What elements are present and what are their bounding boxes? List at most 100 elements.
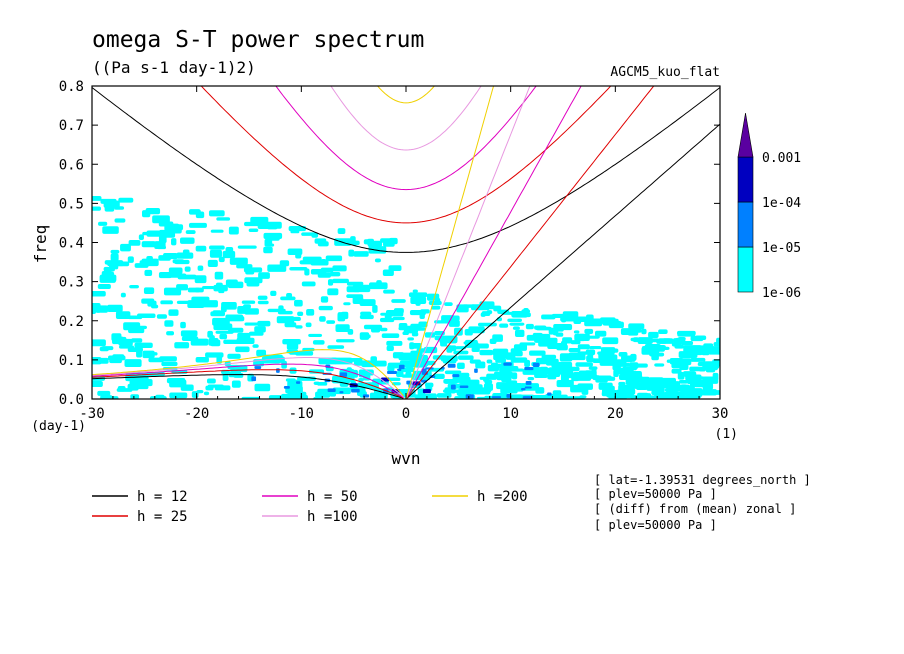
power-cell — [424, 382, 434, 388]
power-cell — [213, 323, 233, 331]
power-cell — [481, 311, 491, 317]
power-cell — [598, 351, 606, 360]
power-cell — [591, 368, 597, 376]
power-cell — [644, 343, 661, 352]
power-cell — [677, 337, 686, 341]
power-cell — [339, 376, 355, 382]
power-cell — [296, 381, 301, 384]
power-cell — [545, 361, 556, 366]
power-cell — [149, 396, 167, 399]
power-cell — [129, 380, 145, 386]
power-cell — [351, 388, 360, 393]
power-cell — [332, 265, 347, 272]
power-cell — [280, 296, 296, 301]
power-cell — [263, 221, 282, 229]
power-cell — [637, 337, 653, 345]
power-cell — [534, 336, 545, 343]
power-cell — [310, 268, 327, 275]
power-cell — [284, 322, 297, 328]
power-cell — [511, 372, 518, 380]
power-cell — [327, 345, 345, 349]
power-cell — [424, 332, 436, 338]
power-cell — [645, 395, 656, 399]
power-cell — [672, 391, 682, 395]
power-cell — [460, 372, 470, 378]
colorbar-box — [737, 201, 754, 248]
power-cell — [283, 316, 301, 322]
gravity-wave-line — [330, 86, 482, 151]
power-cell — [160, 300, 174, 305]
power-cell — [142, 375, 149, 383]
power-cell — [568, 348, 581, 353]
power-cell — [444, 370, 462, 375]
power-cell — [270, 290, 277, 296]
power-cell — [164, 320, 174, 327]
power-cell — [174, 259, 190, 265]
power-cell — [379, 327, 388, 332]
power-cell — [100, 198, 117, 204]
power-cell — [618, 373, 635, 381]
power-cell — [654, 363, 665, 367]
power-cell — [453, 350, 469, 355]
power-cell — [657, 395, 673, 399]
x-tick-label: 10 — [502, 406, 519, 422]
power-cell — [392, 352, 405, 359]
power-cell — [678, 351, 698, 359]
power-cell — [114, 218, 126, 223]
power-cell — [578, 362, 585, 367]
colorbar-triangle — [737, 112, 754, 158]
power-cell — [558, 361, 573, 370]
power-cell — [137, 313, 156, 319]
power-cell — [332, 278, 349, 284]
power-cell — [588, 349, 596, 356]
power-cell — [261, 356, 281, 364]
power-cell — [209, 245, 225, 250]
power-cell — [428, 300, 442, 306]
power-cell — [327, 388, 336, 393]
power-cell — [436, 393, 452, 398]
power-cell — [470, 304, 490, 311]
power-cell — [312, 340, 325, 345]
power-cell — [286, 293, 293, 298]
legend-label: h =100 — [307, 509, 358, 525]
power-cell — [547, 392, 552, 396]
power-cell — [559, 356, 573, 362]
power-cell — [120, 292, 126, 298]
dispersion-curve-h50 — [92, 86, 582, 399]
power-cell — [710, 363, 720, 369]
power-cell — [562, 337, 573, 344]
power-cell — [102, 226, 119, 234]
power-cell — [267, 308, 286, 313]
power-cell — [492, 348, 509, 356]
power-cell — [228, 327, 244, 333]
power-cell — [456, 304, 469, 313]
power-cell — [358, 369, 374, 376]
power-cell — [584, 328, 594, 334]
power-cell — [618, 384, 632, 393]
power-cell — [180, 321, 186, 329]
power-cell — [359, 299, 376, 307]
power-cell — [529, 395, 548, 399]
power-cell — [547, 373, 557, 380]
gravity-wave-line — [376, 86, 436, 104]
power-cell — [166, 377, 186, 384]
dispersion-curve-h12 — [92, 87, 720, 399]
power-cell — [166, 331, 175, 336]
power-cell — [119, 345, 135, 349]
power-cell — [118, 197, 134, 203]
power-cell — [608, 350, 615, 356]
power-cell — [281, 393, 291, 399]
power-cell — [263, 232, 283, 240]
power-cell — [503, 362, 512, 366]
power-cell — [683, 371, 697, 377]
power-cell — [657, 338, 667, 343]
rossby-wave-line — [92, 374, 404, 399]
power-cell — [134, 263, 149, 268]
power-cell — [182, 249, 190, 256]
power-cell — [209, 249, 222, 258]
power-cell — [459, 385, 469, 388]
power-cell — [698, 367, 706, 372]
power-cell — [99, 346, 109, 352]
power-cell — [431, 305, 441, 310]
